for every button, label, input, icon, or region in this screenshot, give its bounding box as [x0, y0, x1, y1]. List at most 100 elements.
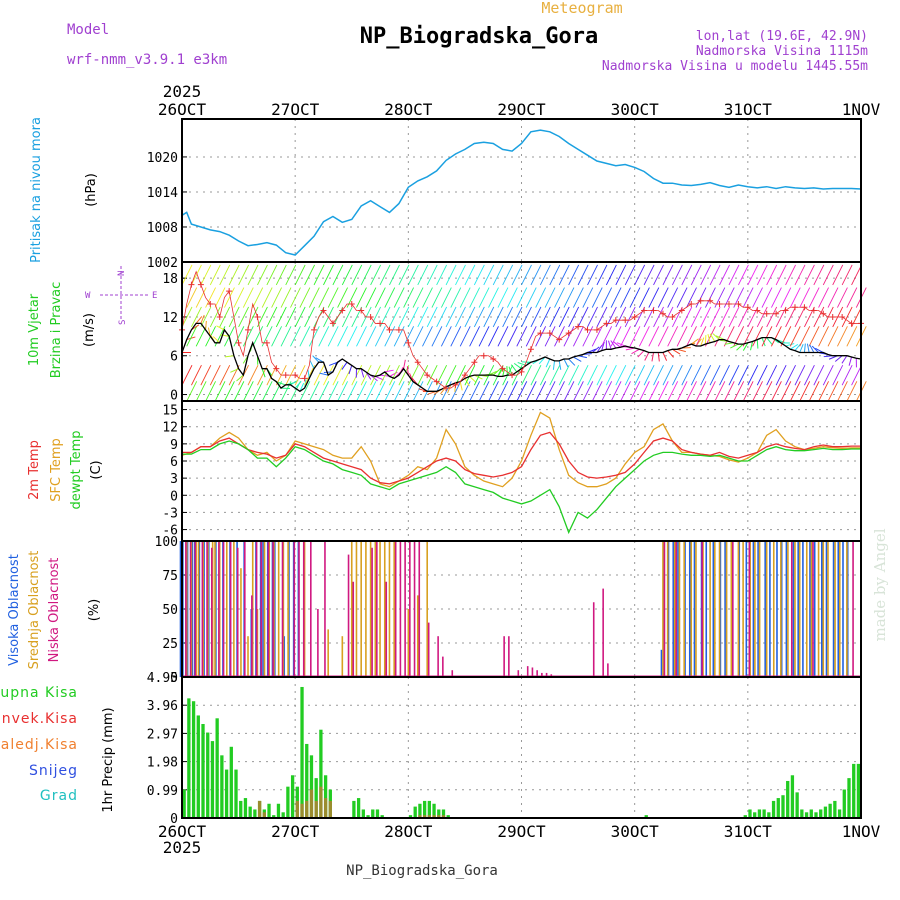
precip-bar-total — [187, 698, 191, 818]
wind-hatch — [794, 364, 806, 386]
precip-bar-total — [427, 800, 431, 818]
wind-speed-line — [181, 322, 862, 393]
wind-arrow — [224, 355, 234, 358]
precip-bar-total — [776, 798, 780, 818]
wind-hatch — [478, 287, 490, 308]
wind-hatch — [544, 326, 556, 347]
precip-bar-total — [276, 803, 281, 818]
wind-hatch — [832, 364, 844, 386]
wind-arrow — [811, 345, 819, 353]
wind-gust-marker — [810, 307, 817, 314]
wind-hatch — [271, 326, 282, 347]
wind-hatch — [804, 364, 815, 386]
precip-bar-total — [305, 743, 309, 818]
wind-hatch — [384, 287, 396, 308]
wind-hatch — [690, 364, 702, 386]
wind-gust-marker — [603, 320, 610, 327]
wind-hatch — [841, 306, 853, 328]
compass-e: E — [152, 291, 157, 301]
wind-hatch — [728, 264, 740, 286]
wind-arrow — [492, 368, 501, 376]
wind-hatch — [521, 306, 532, 328]
precip-bar-total — [856, 763, 861, 818]
wind-gust-marker — [292, 372, 299, 379]
wind-hatch — [686, 287, 697, 308]
wind-hatch — [417, 264, 429, 286]
wind-hatch — [332, 264, 344, 286]
wind-hatch — [191, 364, 202, 386]
wind-hatch — [719, 306, 730, 328]
pressure-ytick: 1002 — [147, 256, 178, 271]
time-label-top: 28OCT — [384, 100, 433, 119]
wind-arrow — [205, 320, 207, 330]
wind-hatch — [205, 287, 216, 308]
wind-hatch — [299, 287, 311, 308]
wind-arrow — [563, 358, 569, 368]
wind-gust-marker — [273, 365, 280, 372]
wind-hatch — [719, 364, 730, 386]
wind-hatch — [756, 364, 768, 386]
wind-frame — [181, 261, 862, 402]
wind-hatch — [818, 381, 829, 402]
wind-hatch — [615, 364, 627, 386]
wind-hatch — [478, 326, 490, 347]
wind-hatch — [662, 364, 674, 386]
wind-gust-marker — [659, 310, 666, 317]
wind-gust-marker — [537, 330, 544, 337]
year-bottom: 2025 — [163, 838, 202, 857]
wind-gust-marker — [763, 310, 770, 317]
wind-hatch — [497, 381, 509, 402]
wind-arrow — [513, 362, 522, 370]
compass-n: N — [117, 271, 127, 276]
wind-hatch — [181, 364, 193, 386]
wind-hatch — [422, 326, 433, 347]
wind-hatch — [195, 326, 207, 347]
wind-gust-marker — [546, 330, 553, 337]
precip-bar-total — [852, 763, 856, 818]
wind-hatch — [412, 326, 424, 347]
pressure-ytick: 1008 — [147, 221, 178, 236]
precip-bar-total — [823, 806, 828, 818]
wind-hatch — [539, 364, 551, 386]
wind-hatch — [200, 264, 212, 286]
wind-hatch — [440, 326, 452, 347]
wind-hatch — [299, 381, 311, 402]
wind-hatch — [219, 306, 231, 328]
wind-arrow — [730, 343, 739, 349]
wind-gust-marker — [575, 323, 582, 330]
time-label-top: 30OCT — [611, 100, 660, 119]
wind-gust-marker — [405, 339, 412, 346]
wind-arrow — [315, 357, 324, 363]
wind-hatch — [799, 381, 811, 402]
wind-hatch — [271, 381, 282, 402]
wind-hatch — [459, 287, 471, 308]
precip-bar-total — [267, 803, 271, 818]
wind-hatch — [337, 287, 349, 308]
wind-hatch — [733, 381, 745, 402]
wind-gust-marker — [358, 307, 365, 314]
cloud-title-1: Srednja Oblacnost — [27, 551, 42, 670]
precip-bar-convective — [314, 800, 318, 818]
precip-bar-total — [743, 815, 747, 818]
wind-hatch — [643, 364, 655, 386]
precip-ylabel: 1hr Precip (mm) — [101, 707, 116, 812]
precip-bar-total — [828, 803, 832, 818]
wind-arrow — [220, 334, 230, 337]
wind-hatch — [492, 264, 504, 286]
wind-gust-marker — [197, 281, 204, 288]
wind-hatch — [629, 381, 641, 402]
wind-hatch — [191, 306, 202, 328]
wind-arrow — [538, 356, 546, 365]
wind-hatch — [709, 264, 721, 286]
temperature-panel: -6 -3 0 3 6 9 12 15 — [162, 401, 861, 541]
wind-hatch — [554, 326, 565, 347]
wind-hatch — [813, 306, 825, 328]
wind-hatch — [549, 306, 561, 328]
wind-hatch — [205, 381, 216, 402]
wind-gust-marker — [452, 381, 459, 388]
wind-hatch — [719, 264, 730, 286]
wind-hatch — [596, 364, 608, 386]
wind-hatch — [700, 306, 712, 328]
wind-hatch — [738, 306, 749, 328]
wind-hatch — [605, 306, 617, 328]
